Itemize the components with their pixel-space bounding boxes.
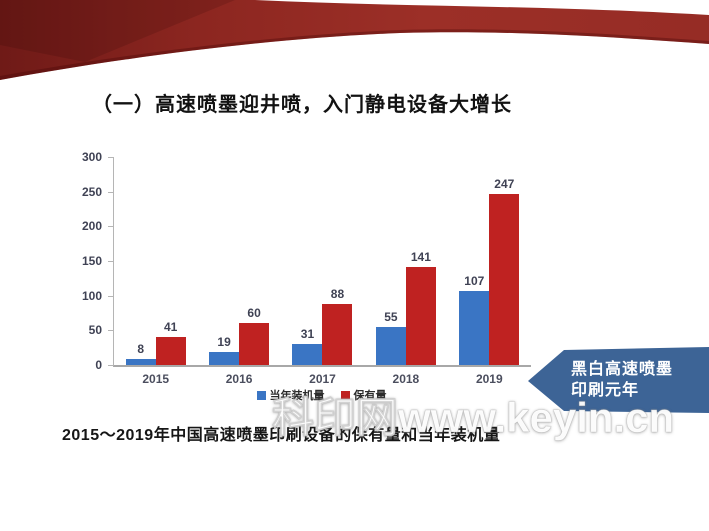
legend-label: 当年装机量 (269, 390, 325, 402)
chart-caption: 2015～2019年中国高速喷墨印刷设备的保有量和当年装机量 (62, 427, 501, 444)
x-category-label: 2015 (142, 372, 170, 386)
legend-label: 保有量 (353, 390, 387, 402)
y-tick-label: 200 (81, 219, 102, 234)
y-tick-label: 300 (81, 150, 102, 164)
y-tick-mark (108, 261, 113, 262)
legend-item-当年装机量: 当年装机量 (256, 387, 325, 403)
legend-swatch (340, 390, 350, 400)
y-tick-label: 0 (95, 358, 102, 372)
header-banner (0, 0, 709, 90)
legend-item-保有量: 保有量 (340, 387, 387, 403)
bar-value-label: 88 (330, 287, 345, 301)
bar-value-label: 141 (410, 250, 431, 265)
x-category-label: 2019 (475, 372, 503, 386)
bar-保有量-2018: 141 (405, 250, 436, 365)
bar-保有量-2019: 247 (489, 177, 520, 365)
callout-banner: 黑白高速喷墨 印刷元年 (528, 347, 709, 413)
callout-line2: 印刷元年 (571, 382, 640, 399)
x-category-label: 2017 (309, 372, 336, 386)
callout-arrow-shape (528, 347, 709, 413)
bar-value-label: 41 (164, 319, 178, 334)
bar-group-2018: 55 141 2018 (364, 157, 447, 386)
y-axis-labels: 0 50 100 150 200 250 300 (0, 150, 113, 372)
y-tick-label: 250 (81, 184, 102, 199)
y-tick-label: 50 (88, 323, 102, 338)
y-tick-mark (108, 157, 113, 158)
bar-当年装机量-2015: 8 (125, 342, 156, 365)
bar-group-2016: 19 60 2016 (197, 157, 280, 386)
y-tick-mark (108, 330, 113, 332)
bar-保有量-2015: 41 (155, 320, 186, 365)
bar-value-label: 8 (137, 342, 145, 357)
banner-swoosh-graphic (0, 0, 709, 80)
callout-text: 黑白高速喷墨 印刷元年 (571, 359, 673, 401)
bar-value-label: 247 (494, 176, 515, 191)
bar-当年装机量-2016: 19 (209, 335, 240, 365)
bar-当年装机量-2019: 107 (459, 274, 490, 365)
slide-title: （一）高速喷墨迎井喷，入门静电设备大增长 (92, 94, 512, 116)
bar-group-2019: 107 247 2019 (448, 157, 531, 386)
bar-当年装机量-2017: 31 (292, 327, 323, 365)
bar-group-2017: 31 88 2017 (281, 157, 364, 386)
callout-polygon (528, 347, 709, 413)
legend-swatch (256, 390, 266, 400)
x-category-label: 2018 (392, 372, 420, 386)
y-tick-label: 150 (81, 254, 102, 268)
bar-value-label: 55 (384, 309, 398, 324)
y-tick-mark (108, 191, 113, 193)
bar-value-label: 107 (464, 273, 485, 288)
bar-当年装机量-2018: 55 (375, 310, 406, 365)
y-tick-label: 100 (81, 288, 102, 303)
chart-legend: 当年装机量 保有量 (113, 387, 530, 403)
bar-group-2015: 8 41 2015 (114, 157, 197, 386)
callout-line1: 黑白高速喷墨 (571, 361, 674, 378)
y-tick-mark (108, 295, 113, 297)
x-category-label: 2016 (225, 372, 253, 386)
bar-保有量-2017: 88 (322, 287, 353, 365)
y-tick-mark (108, 226, 113, 228)
bar-保有量-2016: 60 (239, 306, 270, 365)
bar-value-label: 19 (217, 334, 231, 349)
y-tick-mark (108, 365, 113, 366)
bar-value-label: 60 (247, 306, 261, 321)
plot-area: 8 41 2015 19 60 2016 31 88 2017 55 141 2018 107 247 20… (113, 157, 531, 386)
bar-value-label: 31 (300, 326, 315, 341)
